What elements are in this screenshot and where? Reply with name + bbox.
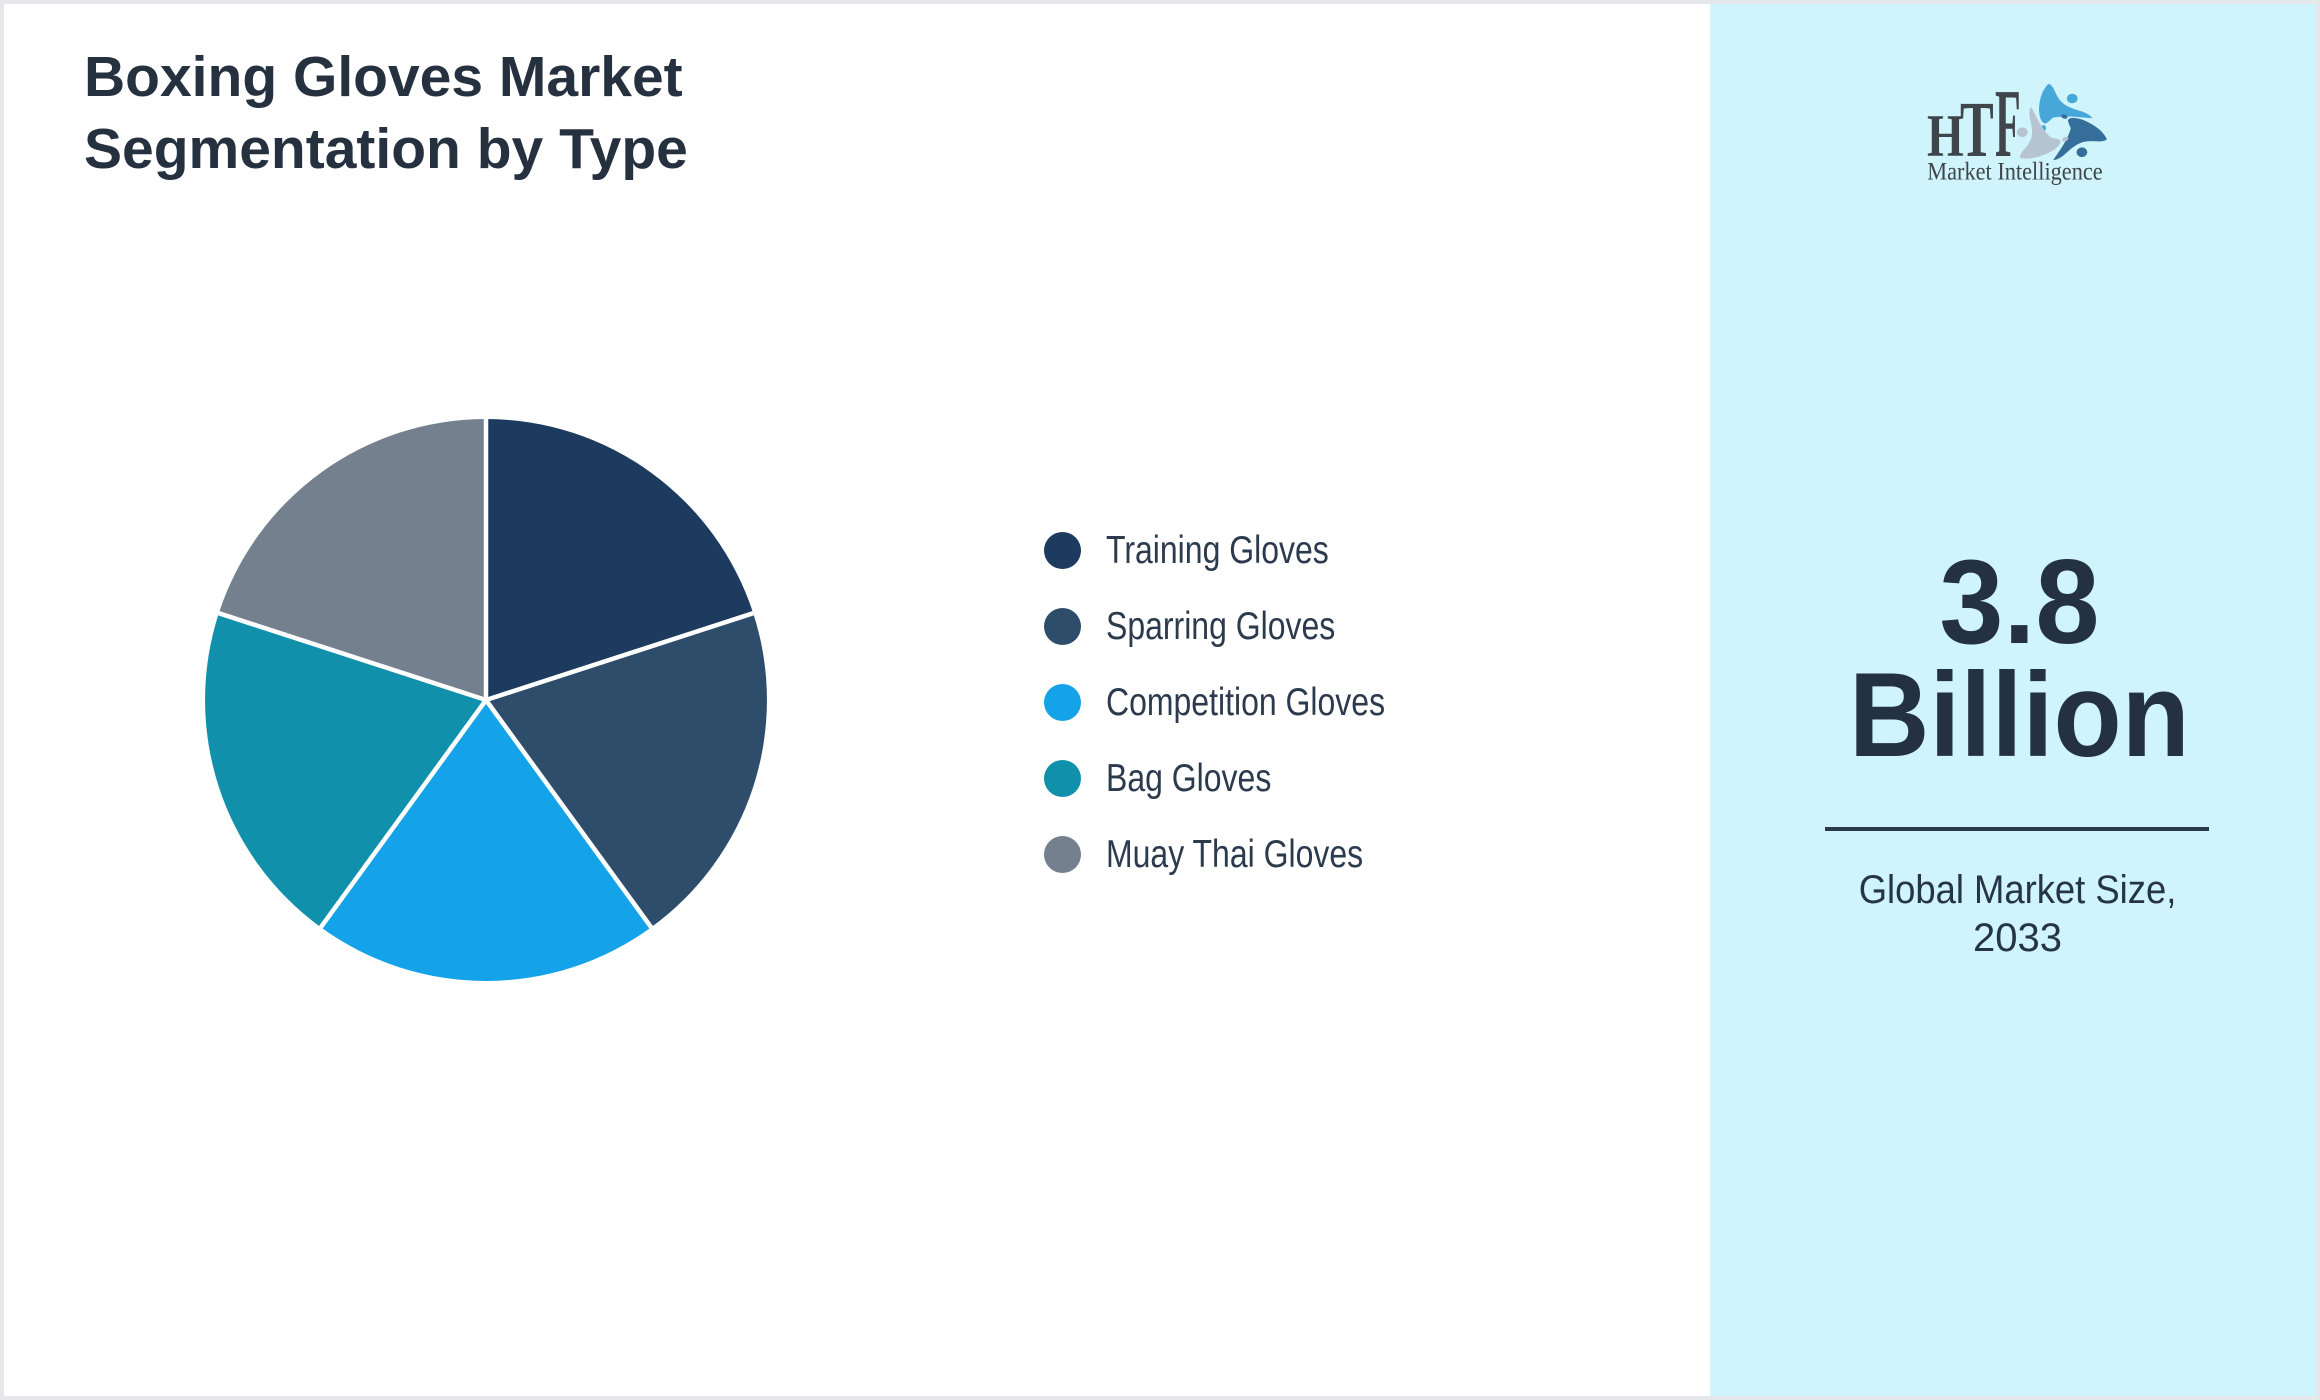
- svg-text:F: F: [1995, 78, 2021, 178]
- svg-text:H: H: [1927, 103, 1964, 170]
- svg-text:Market Intelligence: Market Intelligence: [1927, 158, 2102, 186]
- svg-text:T: T: [1960, 87, 1994, 174]
